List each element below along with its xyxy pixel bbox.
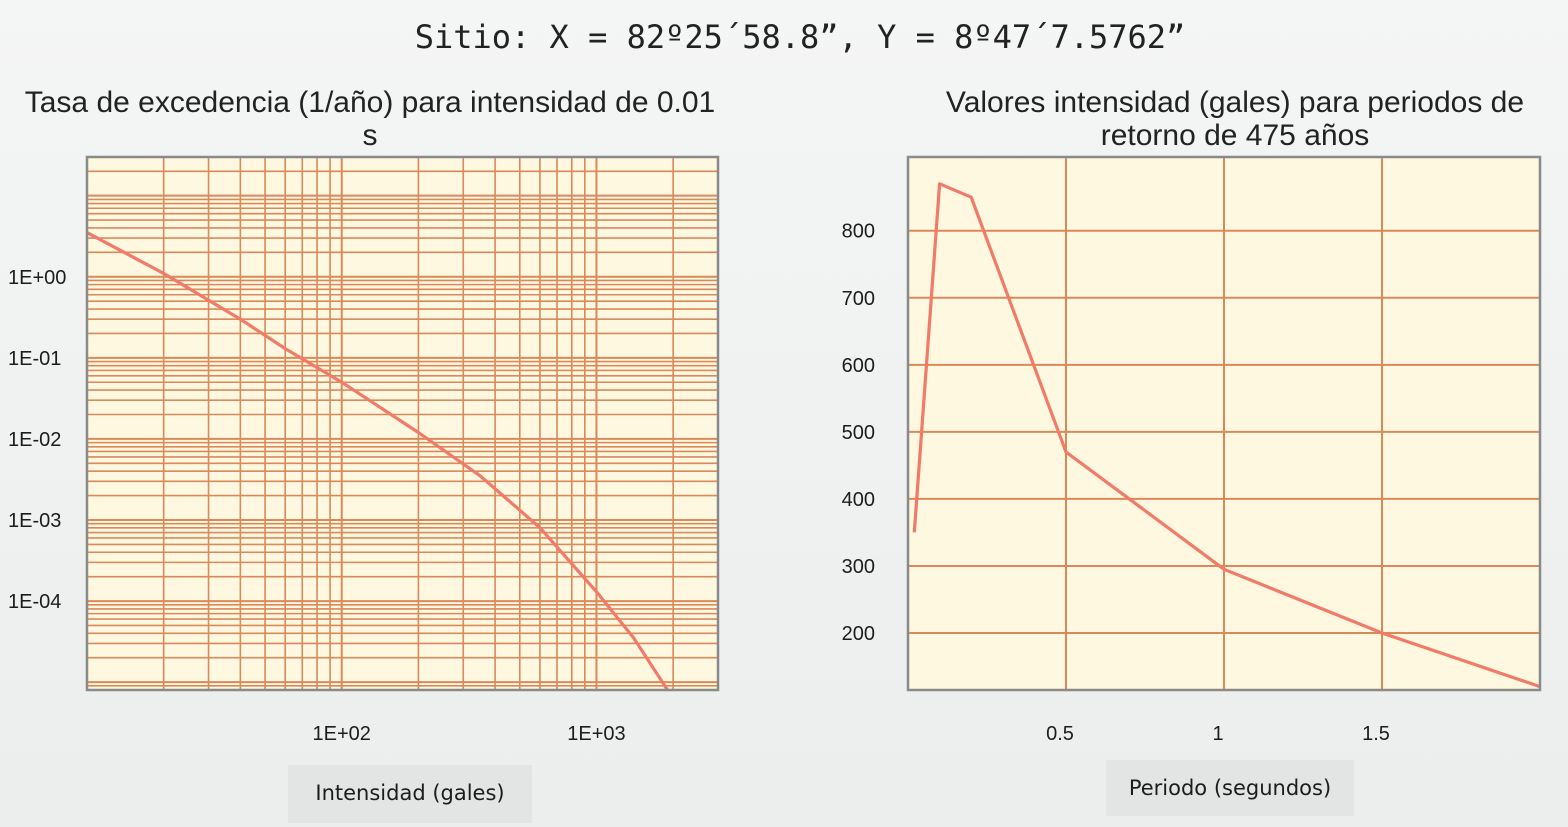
chart-2-y-tick-label: 500 xyxy=(842,422,875,444)
chart-2-series-line xyxy=(912,182,1541,689)
chart-1-y-tick-label: 1E-02 xyxy=(8,429,61,451)
chart-2-title: Valores intensidad (gales) para periodos… xyxy=(945,86,1525,152)
chart-1-x-tick-label: 1E+02 xyxy=(313,723,371,745)
chart-2-y-tick-label: 700 xyxy=(842,288,875,310)
chart-2-border xyxy=(906,155,1542,692)
chart-1-y-tick-label: 1E-01 xyxy=(8,348,61,370)
chart-2-y-tick-label: 800 xyxy=(842,221,875,243)
chart-2-x-tick-label: 1 xyxy=(1212,723,1223,745)
chart-2-ticks: 0.5 1 1.5 200 300 400 500 600 700 800 xyxy=(842,221,1390,745)
chart-1-series xyxy=(86,231,669,691)
chart-1-frame xyxy=(85,155,720,692)
chart-1-y-tick-label: 1E-04 xyxy=(8,591,61,613)
chart-2-x-tick-label: 0.5 xyxy=(1046,723,1074,745)
chart-2-y-tick-label: 600 xyxy=(842,355,875,377)
chart-2-y-tick-label: 200 xyxy=(842,623,875,645)
chart-1-x-tick-label: 1E+03 xyxy=(567,723,625,745)
chart-1-title: Tasa de excedencia (1/año) para intensid… xyxy=(24,86,716,152)
site-title: Sitio: X = 82º25´58.8”, Y = 8º47´7.5762” xyxy=(414,18,1186,56)
chart-2-grid xyxy=(908,157,1540,690)
chart-2-y-tick-label: 300 xyxy=(842,556,875,578)
chart-2-x-tick-label: 1.5 xyxy=(1362,723,1390,745)
chart-1-y-tick-label: 1E-03 xyxy=(8,510,61,532)
chart-2-xlabel: Periodo (segundos) xyxy=(1106,760,1354,816)
chart-1-y-tick-label: 1E+00 xyxy=(8,267,66,289)
chart-2-frame xyxy=(906,155,1542,692)
chart-2-y-tick-label: 400 xyxy=(842,489,875,511)
chart-1-border xyxy=(85,155,720,692)
chart-1-xlabel: Intensidad (gales) xyxy=(288,765,532,823)
chart-1-series-line xyxy=(86,231,669,691)
chart-1-ticks: 1E+02 1E+03 1E+00 1E-01 1E-02 1E-03 1E-04 xyxy=(8,267,626,745)
chart-2-series xyxy=(912,182,1541,689)
